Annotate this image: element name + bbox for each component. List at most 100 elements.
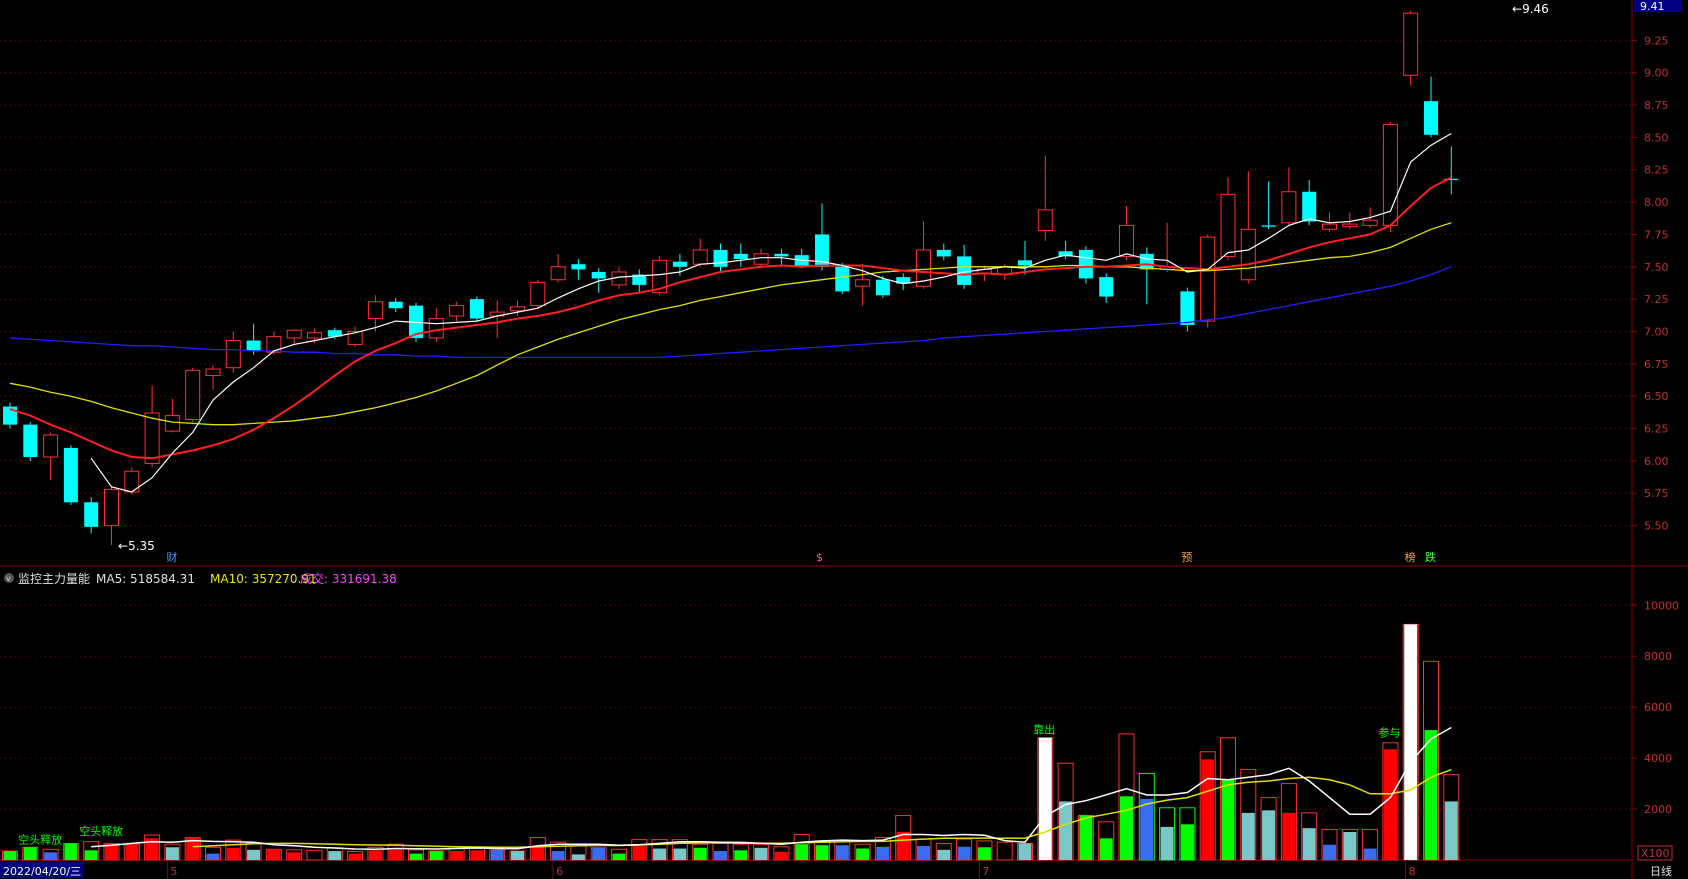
price-axis: 5.50 5.75 6.00 6.25 6.50 6.75 7.00 7.25 7.50 7.75… — [1632, 34, 1669, 533]
candle-body-down — [1099, 277, 1114, 297]
candle-body-down — [1078, 249, 1093, 279]
price-tick-label: 7.50 — [1644, 261, 1669, 274]
volume-bar-fill — [287, 852, 301, 860]
ma5-value: MA5: 518584.31 — [96, 572, 195, 586]
volume-bar-fill — [23, 847, 37, 860]
volume-bar-fill — [368, 850, 382, 860]
volume-bar-fill — [1099, 838, 1113, 860]
volume-bar-fill — [1363, 848, 1377, 860]
volume-tick-label: 10000 — [1644, 599, 1679, 612]
candle-body-up — [1220, 193, 1236, 257]
candle-body-up — [1119, 224, 1134, 257]
volume-bar-outline — [306, 849, 323, 861]
start-date-box — [0, 862, 84, 878]
candle-body-down — [774, 253, 789, 257]
month-label: 8 — [1409, 865, 1416, 878]
volume-bar-fill — [226, 847, 240, 860]
volume-bar-fill — [815, 845, 829, 860]
collapse-icon[interactable] — [4, 573, 14, 583]
volume-bar-fill — [429, 851, 443, 860]
candle-body-up — [652, 259, 668, 294]
event-marker: $ — [816, 551, 823, 564]
current-price-box — [1634, 0, 1682, 12]
candle-body-down — [1139, 253, 1154, 270]
volume-bar-fill — [1140, 798, 1154, 860]
candle-body-down — [246, 340, 261, 351]
price-tick-label: 5.75 — [1644, 487, 1669, 500]
volume-bar-fill — [247, 849, 261, 860]
volume-bar-fill — [673, 848, 687, 860]
volume-bar-fill — [1444, 801, 1458, 860]
candle-body-up — [428, 318, 444, 339]
volume-grid — [0, 604, 1632, 810]
candle-body-up — [1362, 219, 1378, 226]
candle-body-down — [1302, 191, 1317, 222]
candle-body-up — [43, 434, 59, 458]
price-tick-label: 6.25 — [1644, 423, 1669, 436]
candle-body-up — [1037, 209, 1053, 232]
candle-body-down — [327, 330, 342, 337]
volume-bar-fill — [3, 851, 17, 860]
price-tick-label: 8.50 — [1644, 131, 1669, 144]
volume-bar-fill — [125, 844, 139, 860]
candle-body-up — [1342, 223, 1358, 228]
candle-body-down — [1444, 178, 1459, 181]
volume-bar-fill — [1424, 730, 1438, 860]
period-label[interactable]: 日线 — [1650, 864, 1672, 878]
price-tick-label: 7.25 — [1644, 293, 1669, 306]
candle-body-down — [63, 447, 78, 503]
candle-body-down — [936, 249, 951, 257]
volume-bar-fill — [1282, 812, 1296, 860]
volume-bar-fill — [186, 837, 200, 860]
volume-bar-fill — [937, 849, 951, 860]
volume-value: 成交: 331691.38 — [300, 571, 397, 586]
low-price-label: ←5.35 — [118, 539, 155, 553]
event-marker: 财 — [166, 550, 177, 564]
price-tick-label: 6.75 — [1644, 358, 1669, 371]
volume-bar-fill — [835, 845, 849, 860]
volume-bar-fill — [105, 843, 118, 860]
month-labels: 5 6 7 8 — [166, 860, 1416, 879]
volume-bar-fill — [653, 848, 667, 860]
volume-tick-label: 8000 — [1644, 650, 1672, 663]
volume-bar-fill — [1323, 844, 1336, 860]
volume-bar-fill — [1120, 796, 1133, 860]
candle-body-up — [367, 301, 383, 320]
candle-body-up — [530, 281, 546, 307]
candle-body-down — [672, 261, 687, 267]
volume-bar-fill — [348, 853, 362, 860]
event-markers[interactable]: 财 $ 预 榜跌 — [166, 550, 1436, 564]
volume-bar-fill — [328, 851, 342, 860]
candle-body-up — [753, 253, 769, 265]
price-tick-label: 5.50 — [1644, 520, 1669, 533]
event-marker: 预 — [1181, 551, 1192, 564]
candle-body-down — [571, 264, 586, 270]
candle-body-down — [388, 301, 403, 309]
volume-bar-fill — [957, 846, 971, 860]
volume-bar-fill — [470, 850, 484, 860]
volume-signal-label: 空头释放 — [18, 832, 62, 846]
volume-bar-fill — [1038, 737, 1052, 860]
candle-body-down — [896, 277, 911, 284]
event-marker: 跌 — [1425, 550, 1436, 564]
volume-bar-fill — [1079, 815, 1093, 860]
volume-bar-fill — [1404, 624, 1418, 860]
volume-tick-label: 4000 — [1644, 752, 1672, 765]
high-price-label: ←9.46 — [1512, 2, 1549, 16]
volume-bars[interactable] — [2, 623, 1460, 861]
candle-body-down — [1424, 101, 1438, 135]
volume-bar-outline — [996, 841, 1013, 861]
candle-body-down — [713, 249, 728, 267]
volume-bar-fill — [165, 847, 179, 860]
volume-bar-fill — [795, 844, 809, 860]
volume-bar-fill — [44, 852, 58, 860]
candle-body-down — [1018, 260, 1032, 266]
candles[interactable] — [3, 10, 1459, 545]
candle-body-up — [1200, 236, 1216, 322]
candle-body-up — [286, 329, 302, 339]
volume-bar-fill — [1343, 831, 1357, 860]
candle-body-down — [957, 256, 972, 285]
volume-bar-fill — [450, 851, 464, 860]
ma10-line — [9, 176, 1452, 460]
